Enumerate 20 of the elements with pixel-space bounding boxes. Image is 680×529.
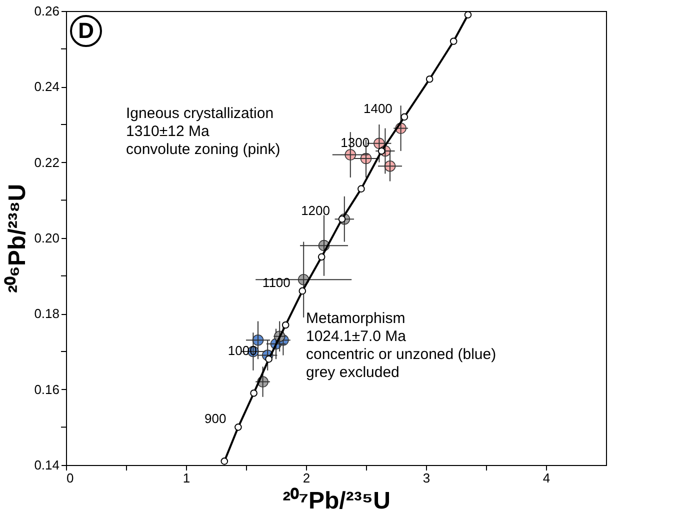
annotation: 900: [204, 411, 226, 426]
y-tick-label: 0.22: [34, 154, 60, 170]
annotation: 1400: [363, 100, 392, 116]
annotation: Metamorphism 1024.1±7.0 Ma concentric or unzoned (blue) grey excluded: [306, 310, 496, 381]
y-tick-label: 0.26: [34, 4, 60, 18]
x-tick-label: 4: [542, 470, 550, 486]
y-tick-label: 0.18: [34, 306, 60, 322]
x-tick-label: 3: [422, 470, 430, 486]
x-tick-label: 1: [182, 470, 190, 486]
annotation: D: [78, 18, 94, 43]
y-tick-label: 0.14: [34, 458, 60, 472]
y-tick-label: 0.20: [34, 230, 60, 246]
annotation: Igneous crystallization 1310±12 Ma convolute zoning (pink): [126, 105, 280, 158]
annotation: 1200: [301, 203, 330, 218]
y-tick-label: 0.16: [34, 382, 60, 397]
y-tick-label: 0.24: [34, 79, 60, 94]
x-tick-label: 0: [66, 470, 74, 486]
x-axis-title: ²⁰⁷Pb/²³⁵U: [282, 488, 390, 514]
y-axis-title: ²⁰⁶Pb/²³⁸U: [4, 184, 32, 294]
x-tick-label: 2: [302, 470, 310, 486]
